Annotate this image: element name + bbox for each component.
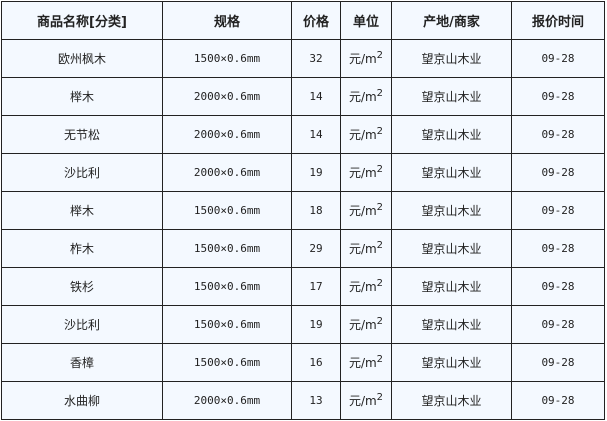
cell-date: 09-28 bbox=[511, 191, 605, 230]
cell-origin: 望京山木业 bbox=[391, 115, 512, 154]
cell-unit: 元/m2 bbox=[340, 381, 392, 420]
cell-origin: 望京山木业 bbox=[391, 229, 512, 268]
cell-name: 无节松 bbox=[1, 115, 163, 154]
unit-text: 元/m bbox=[348, 166, 377, 180]
unit-exponent: 2 bbox=[376, 278, 384, 289]
cell-name: 欧州枫木 bbox=[1, 39, 163, 78]
unit-exponent: 2 bbox=[376, 202, 384, 213]
cell-price: 29 bbox=[291, 229, 341, 268]
unit-text: 元/m bbox=[348, 318, 377, 332]
cell-price: 18 bbox=[291, 191, 341, 230]
cell-price: 19 bbox=[291, 153, 341, 192]
cell-unit: 元/m2 bbox=[340, 39, 392, 78]
unit-exponent: 2 bbox=[376, 50, 384, 61]
cell-origin: 望京山木业 bbox=[391, 191, 512, 230]
cell-spec: 2000×0.6mm bbox=[162, 115, 292, 154]
cell-date: 09-28 bbox=[511, 305, 605, 344]
unit-exponent: 2 bbox=[376, 354, 384, 365]
cell-name: 榉木 bbox=[1, 191, 163, 230]
unit-text: 元/m bbox=[348, 280, 377, 294]
cell-date: 09-28 bbox=[511, 39, 605, 78]
table-row: 铁杉 1500×0.6mm 17 元/m2 望京山木业 09-28 bbox=[1, 267, 605, 306]
table-row: 香樟 1500×0.6mm 16 元/m2 望京山木业 09-28 bbox=[1, 343, 605, 382]
unit-text: 元/m bbox=[348, 128, 377, 142]
cell-spec: 2000×0.6mm bbox=[162, 77, 292, 116]
cell-price: 13 bbox=[291, 381, 341, 420]
unit-text: 元/m bbox=[348, 52, 377, 66]
cell-origin: 望京山木业 bbox=[391, 343, 512, 382]
cell-name: 沙比利 bbox=[1, 153, 163, 192]
cell-name: 香樟 bbox=[1, 343, 163, 382]
unit-text: 元/m bbox=[348, 394, 377, 408]
cell-spec: 2000×0.6mm bbox=[162, 153, 292, 192]
cell-unit: 元/m2 bbox=[340, 343, 392, 382]
cell-origin: 望京山木业 bbox=[391, 77, 512, 116]
header-row: 商品名称[分类] 规格 价格 单位 产地/商家 报价时间 bbox=[1, 1, 605, 40]
table-row: 榉木 1500×0.6mm 18 元/m2 望京山木业 09-28 bbox=[1, 191, 605, 230]
cell-origin: 望京山木业 bbox=[391, 381, 512, 420]
unit-text: 元/m bbox=[348, 356, 377, 370]
table-row: 水曲柳 2000×0.6mm 13 元/m2 望京山木业 09-28 bbox=[1, 381, 605, 420]
unit-text: 元/m bbox=[348, 204, 377, 218]
cell-price: 17 bbox=[291, 267, 341, 306]
cell-date: 09-28 bbox=[511, 229, 605, 268]
unit-exponent: 2 bbox=[376, 164, 384, 175]
cell-date: 09-28 bbox=[511, 115, 605, 154]
cell-spec: 1500×0.6mm bbox=[162, 343, 292, 382]
table-row: 柞木 1500×0.6mm 29 元/m2 望京山木业 09-28 bbox=[1, 229, 605, 268]
table-row: 欧州枫木 1500×0.6mm 32 元/m2 望京山木业 09-28 bbox=[1, 39, 605, 78]
cell-price: 16 bbox=[291, 343, 341, 382]
cell-date: 09-28 bbox=[511, 343, 605, 382]
cell-spec: 1500×0.6mm bbox=[162, 305, 292, 344]
cell-unit: 元/m2 bbox=[340, 191, 392, 230]
cell-unit: 元/m2 bbox=[340, 229, 392, 268]
cell-price: 32 bbox=[291, 39, 341, 78]
cell-origin: 望京山木业 bbox=[391, 39, 512, 78]
unit-exponent: 2 bbox=[376, 316, 384, 327]
header-unit: 单位 bbox=[340, 1, 392, 40]
cell-price: 14 bbox=[291, 77, 341, 116]
cell-unit: 元/m2 bbox=[340, 153, 392, 192]
header-spec: 规格 bbox=[162, 1, 292, 40]
cell-unit: 元/m2 bbox=[340, 305, 392, 344]
cell-spec: 1500×0.6mm bbox=[162, 191, 292, 230]
table-row: 榉木 2000×0.6mm 14 元/m2 望京山木业 09-28 bbox=[1, 77, 605, 116]
cell-date: 09-28 bbox=[511, 267, 605, 306]
cell-name: 沙比利 bbox=[1, 305, 163, 344]
unit-exponent: 2 bbox=[376, 392, 384, 403]
unit-exponent: 2 bbox=[376, 88, 384, 99]
cell-spec: 1500×0.6mm bbox=[162, 229, 292, 268]
table-row: 沙比利 2000×0.6mm 19 元/m2 望京山木业 09-28 bbox=[1, 153, 605, 192]
cell-price: 19 bbox=[291, 305, 341, 344]
table-row: 沙比利 1500×0.6mm 19 元/m2 望京山木业 09-28 bbox=[1, 305, 605, 344]
cell-spec: 2000×0.6mm bbox=[162, 381, 292, 420]
cell-name: 铁杉 bbox=[1, 267, 163, 306]
cell-unit: 元/m2 bbox=[340, 267, 392, 306]
header-name: 商品名称[分类] bbox=[1, 1, 163, 40]
cell-spec: 1500×0.6mm bbox=[162, 39, 292, 78]
cell-name: 水曲柳 bbox=[1, 381, 163, 420]
table-row: 无节松 2000×0.6mm 14 元/m2 望京山木业 09-28 bbox=[1, 115, 605, 154]
unit-exponent: 2 bbox=[376, 126, 384, 137]
cell-date: 09-28 bbox=[511, 381, 605, 420]
cell-origin: 望京山木业 bbox=[391, 153, 512, 192]
cell-date: 09-28 bbox=[511, 153, 605, 192]
unit-text: 元/m bbox=[348, 242, 377, 256]
cell-origin: 望京山木业 bbox=[391, 305, 512, 344]
unit-exponent: 2 bbox=[376, 240, 384, 251]
cell-spec: 1500×0.6mm bbox=[162, 267, 292, 306]
unit-text: 元/m bbox=[348, 90, 377, 104]
header-origin: 产地/商家 bbox=[391, 1, 512, 40]
header-price: 价格 bbox=[291, 1, 341, 40]
cell-origin: 望京山木业 bbox=[391, 267, 512, 306]
cell-name: 榉木 bbox=[1, 77, 163, 116]
cell-price: 14 bbox=[291, 115, 341, 154]
cell-name: 柞木 bbox=[1, 229, 163, 268]
header-date: 报价时间 bbox=[511, 1, 605, 40]
cell-unit: 元/m2 bbox=[340, 77, 392, 116]
cell-unit: 元/m2 bbox=[340, 115, 392, 154]
cell-date: 09-28 bbox=[511, 77, 605, 116]
